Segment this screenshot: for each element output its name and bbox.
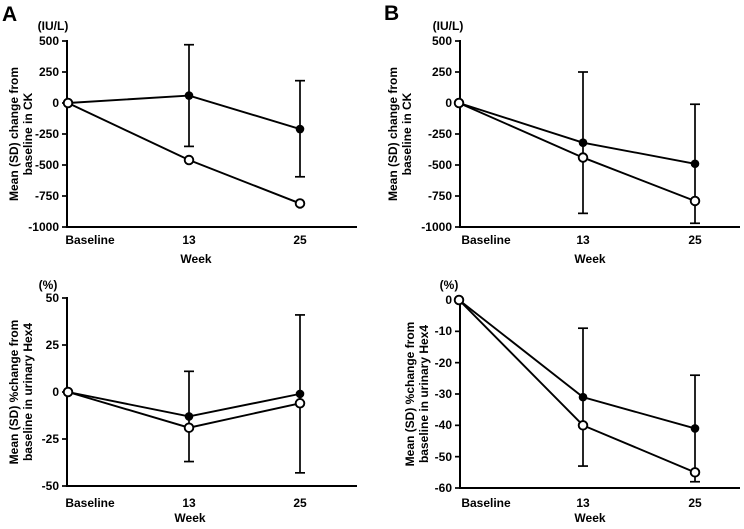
y-axis-tick-label: -40: [434, 418, 452, 433]
data-point-open-circle: [183, 422, 195, 433]
data-point-open-circle: [62, 97, 74, 109]
x-axis-tick-label: Baseline: [65, 233, 115, 247]
data-point-filled-circle: [690, 159, 700, 169]
data-point-open-circle: [689, 467, 701, 478]
series-line-filled-circle: [458, 299, 696, 430]
y-axis-tick-label: -50: [434, 449, 452, 464]
data-point-open-circle: [294, 198, 306, 209]
y-axis-unit-label: (%): [38, 278, 58, 292]
y-axis-tick-label: 25: [45, 338, 59, 352]
x-axis-tick-label: Baseline: [461, 496, 511, 510]
x-axis-title: Week: [174, 511, 206, 525]
data-point-filled-circle: [578, 392, 588, 402]
series-line-filled-circle: [67, 94, 301, 130]
x-axis-tick-label: 25: [293, 233, 307, 247]
panel-b-ck-chart: B (IU/L) Mean (SD) change from baseline in …: [372, 0, 744, 266]
data-point-open-circle: [689, 195, 701, 207]
data-point-filled-circle: [184, 91, 194, 100]
y-axis-tick-label: -1000: [421, 220, 452, 234]
x-axis-title: Week: [180, 252, 212, 266]
y-axis-tick-label: -250: [34, 127, 59, 141]
plot-area: [62, 40, 357, 228]
x-axis-tick-label: 13: [182, 233, 196, 247]
y-axis-tick-label: 500: [431, 34, 452, 48]
y-axis-tick-label: -50: [41, 479, 59, 493]
x-axis-tick-label: 13: [182, 496, 196, 510]
data-point-filled-circle: [184, 412, 194, 421]
y-axis-unit-label: (IU/L): [432, 19, 464, 33]
y-axis-unit-label: (IU/L): [37, 19, 69, 33]
data-point-filled-circle: [578, 138, 588, 147]
data-point-open-circle: [577, 152, 589, 163]
data-point-open-circle: [453, 294, 465, 306]
series-line-filled-circle: [67, 391, 301, 418]
panel-b-hex4-chart: (%) Mean (SD) %change from baseline in uri…: [372, 265, 744, 529]
series-line-open-circle: [458, 299, 696, 474]
y-axis-tick-label: -20: [434, 355, 452, 370]
x-axis-tick-label: 25: [688, 233, 702, 247]
y-axis-tick-label: -750: [427, 189, 452, 203]
y-axis-tick-label: -25: [41, 432, 59, 446]
panel-letter: B: [384, 2, 400, 25]
x-axis-title: Week: [574, 511, 606, 525]
y-axis-tick-label: -500: [427, 158, 452, 172]
x-axis-tick-label: Baseline: [461, 233, 511, 247]
y-axis-tick-label: 0: [52, 385, 59, 399]
y-axis-tick-label: 0: [52, 96, 59, 110]
series-line-open-circle: [67, 391, 301, 429]
data-point-filled-circle: [295, 124, 305, 134]
plot-area: [453, 40, 740, 228]
x-axis-tick-label: 13: [576, 496, 590, 510]
panel-a-hex4-chart: (%) Mean (SD) %change from baseline in uri…: [0, 265, 372, 529]
data-point-open-circle: [453, 97, 465, 109]
y-axis-tick-label: 500: [38, 34, 59, 48]
y-axis-tick-label: -30: [434, 387, 452, 401]
series-line-open-circle: [458, 102, 696, 202]
y-axis-tick-label: -250: [427, 127, 452, 141]
y-axis-tick-label: -1000: [28, 220, 59, 234]
x-axis-tick-label: 25: [688, 496, 702, 510]
data-point-open-circle: [577, 420, 589, 431]
y-axis-tick-label: -60: [434, 481, 452, 495]
data-point-open-circle: [294, 398, 306, 409]
y-axis-tick-label: 0: [445, 96, 452, 110]
y-axis-tick-label: 250: [431, 65, 452, 79]
y-axis-tick-label: -500: [34, 158, 59, 172]
data-point-filled-circle: [690, 424, 700, 433]
x-axis-title: Week: [574, 252, 606, 266]
plot-area: [453, 294, 740, 489]
panel-a-ck-chart: A (IU/L) Mean (SD) change from baseline in …: [0, 0, 372, 266]
data-point-open-circle: [183, 154, 195, 166]
data-point-filled-circle: [295, 389, 305, 399]
x-axis-tick-label: Baseline: [65, 496, 115, 510]
y-axis-tick-label: 0: [445, 293, 452, 307]
y-axis-unit-label: (%): [439, 278, 459, 292]
x-axis-tick-label: 25: [293, 496, 307, 510]
data-point-open-circle: [62, 386, 74, 398]
y-axis-tick-label: 250: [38, 65, 59, 79]
x-axis-tick-label: 13: [576, 233, 590, 247]
y-axis-tick-label: 50: [45, 291, 59, 305]
y-axis-tick-label: -750: [34, 189, 59, 203]
y-axis-tick-label: -10: [434, 324, 452, 339]
plot-area: [62, 297, 357, 487]
panel-letter: A: [2, 3, 18, 26]
